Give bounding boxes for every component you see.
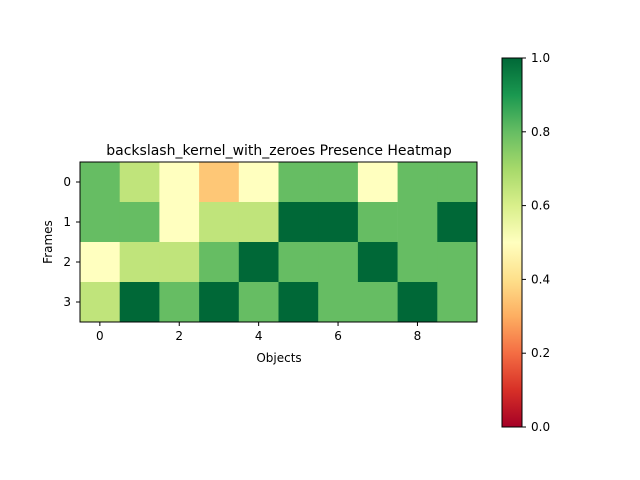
heatmap-cell xyxy=(397,242,438,283)
colorbar-tick-label: 0.6 xyxy=(531,199,550,213)
colorbar-tick-label: 0.4 xyxy=(531,272,550,286)
colorbar-tick-label: 0.0 xyxy=(531,420,550,434)
heatmap-cell xyxy=(199,202,240,243)
heatmap-cells xyxy=(80,162,478,323)
y-tick-label: 0 xyxy=(63,175,71,189)
heatmap-cell xyxy=(238,162,279,203)
heatmap-cell xyxy=(159,162,200,203)
heatmap-cell xyxy=(278,202,319,243)
x-tick-label: 0 xyxy=(96,329,104,343)
heatmap-cell xyxy=(80,202,120,243)
heatmap-cell xyxy=(278,162,319,203)
colorbar-tick-label: 0.2 xyxy=(531,346,550,360)
heatmap-cell xyxy=(397,202,438,243)
heatmap-cell xyxy=(199,162,240,203)
heatmap-cell xyxy=(159,242,200,283)
heatmap-cell xyxy=(199,282,240,323)
heatmap-cell xyxy=(357,242,398,283)
heatmap-cell xyxy=(437,242,478,283)
colorbar-tick-label: 1.0 xyxy=(531,51,550,65)
heatmap-cell xyxy=(80,282,120,323)
heatmap-cell xyxy=(80,162,120,203)
heatmap-cell xyxy=(278,282,319,323)
colorbar xyxy=(501,57,523,428)
chart-title: backslash_kernel_with_zeroes Presence He… xyxy=(106,143,452,159)
heatmap-cell xyxy=(199,242,240,283)
heatmap-cell xyxy=(119,282,160,323)
colorbar-tick-label: 0.8 xyxy=(531,125,550,139)
heatmap-cell xyxy=(318,202,359,243)
x-tick-label: 2 xyxy=(175,329,183,343)
y-axis-label: Frames xyxy=(41,220,55,264)
heatmap-cell xyxy=(437,202,478,243)
heatmap-cell xyxy=(278,242,319,283)
heatmap-cell xyxy=(238,202,279,243)
x-axis-label: Objects xyxy=(256,351,301,365)
heatmap-cell xyxy=(397,162,438,203)
heatmap-cell xyxy=(357,202,398,243)
heatmap-cell xyxy=(159,282,200,323)
heatmap-cell xyxy=(80,242,120,283)
x-tick-label: 8 xyxy=(414,329,422,343)
y-tick-label: 3 xyxy=(63,295,71,309)
heatmap-cell xyxy=(437,162,478,203)
y-axis-ticks: 0 1 2 3 xyxy=(63,175,80,309)
heatmap-cell xyxy=(318,162,359,203)
x-tick-label: 4 xyxy=(255,329,263,343)
heatmap-cell xyxy=(119,162,160,203)
heatmap-cell xyxy=(119,202,160,243)
heatmap-cell xyxy=(318,242,359,283)
heatmap-cell xyxy=(357,162,398,203)
heatmap-cell xyxy=(238,242,279,283)
heatmap-cell xyxy=(119,242,160,283)
x-tick-label: 6 xyxy=(334,329,342,343)
y-tick-label: 1 xyxy=(63,215,71,229)
y-tick-label: 2 xyxy=(63,255,71,269)
heatmap-cell xyxy=(437,282,478,323)
heatmap-cell xyxy=(159,202,200,243)
heatmap-cell xyxy=(357,282,398,323)
x-axis-ticks: 0 2 4 6 8 xyxy=(96,322,421,343)
plot-frame xyxy=(79,161,478,323)
colorbar-ticks: 0.0 0.2 0.4 0.6 0.8 1.0 xyxy=(522,51,550,434)
heatmap-cell xyxy=(318,282,359,323)
heatmap-cell xyxy=(397,282,438,323)
heatmap-cell xyxy=(238,282,279,323)
